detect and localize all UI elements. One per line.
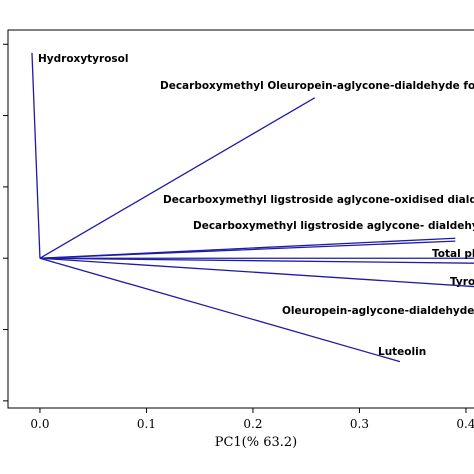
vector-label: Decarboxymethyl Oleuropein-aglycone-dial… [160,80,474,92]
loading-vector [39,257,474,264]
loading-vector [39,97,316,259]
x-tick-label: 0.4 [456,417,474,431]
x-tick-label: 0.3 [350,417,369,431]
vector-label: Total ph [432,248,474,260]
loading-vector [39,240,456,259]
x-axis-label: PC1(% 63.2) [215,435,298,450]
loading-vector [31,52,41,259]
plot-frame [7,29,474,409]
x-tick-label: 0.1 [137,417,156,431]
vector-label: Oleuropein-aglycone-dialdehyde fo [282,305,474,317]
vector-label: Hydroxytyrosol [38,53,128,65]
vector-label: Decarboxymethyl ligstroside aglycone-oxi… [163,194,474,206]
vector-label: Decarboxymethyl ligstroside aglycone- di… [193,220,474,232]
vector-label: Luteolin [378,346,426,358]
x-tick-label: 0.0 [30,417,49,431]
loading-vector [39,257,474,288]
x-tick-label: 0.2 [243,417,262,431]
loading-vector [39,257,401,363]
